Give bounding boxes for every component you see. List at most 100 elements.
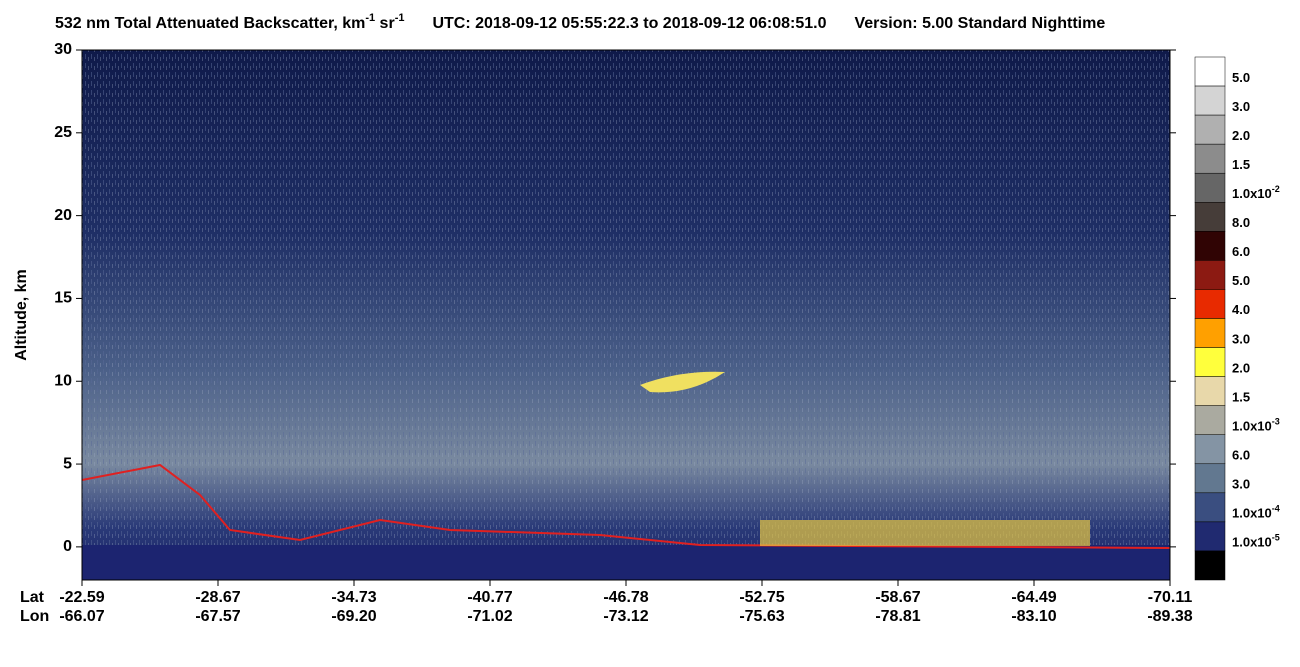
lon-label: -83.10 <box>1011 608 1056 625</box>
colorbar-label: 2.0 <box>1232 128 1250 143</box>
colorbar-label-text: 6.0 <box>1232 245 1250 260</box>
y-tick-label: 25 <box>54 124 72 141</box>
lon-label: -89.38 <box>1147 608 1192 625</box>
colorbar-segment <box>1194 143 1226 174</box>
surface-line <box>81 463 1171 549</box>
colorbar-label-text: 8.0 <box>1232 216 1250 231</box>
title: 532 nm Total Attenuated Backscatter, km-… <box>55 12 1105 32</box>
y-tick-label: 5 <box>63 455 72 472</box>
title-part: 532 nm Total Attenuated Backscatter, km <box>55 15 365 32</box>
colorbar-segment <box>1194 492 1226 523</box>
lon-label: -66.07 <box>59 608 104 625</box>
colorbar-label-exponent: -3 <box>1272 417 1280 427</box>
colorbar-label: 1.0x10-3 <box>1232 417 1280 434</box>
colorbar-label-text: 1.5 <box>1232 390 1250 405</box>
lon-label: -71.02 <box>467 608 512 625</box>
colorbar-label-exponent: -5 <box>1272 533 1280 543</box>
colorbar-label: 1.0x10-2 <box>1232 184 1280 201</box>
colorbar-label-text: 3.0 <box>1232 332 1250 347</box>
colorbar-label: 1.5 <box>1232 390 1250 405</box>
lat-label: -46.78 <box>603 589 648 606</box>
colorbar-label-text: 1.0x10 <box>1232 506 1272 521</box>
colorbar-segment <box>1194 202 1226 232</box>
colorbar-label-text: 2.0 <box>1232 128 1250 143</box>
lat-label: -64.49 <box>1011 589 1056 606</box>
colorbar-label: 3.0 <box>1232 99 1250 114</box>
colorbar-label-text: 1.0x10 <box>1232 535 1272 550</box>
lat-label: -34.73 <box>331 589 376 606</box>
noise-texture <box>82 50 1170 580</box>
colorbar-label: 5.0 <box>1232 274 1250 289</box>
plot-area <box>81 49 1171 581</box>
colorbar-segment <box>1194 347 1226 377</box>
colorbar-label-text: 1.5 <box>1232 157 1250 172</box>
colorbar-segment <box>1194 376 1226 406</box>
lat-label: -52.75 <box>739 589 784 606</box>
low-cloud <box>760 520 1090 546</box>
subsurface <box>82 545 1170 580</box>
title-superscript: -1 <box>365 12 375 24</box>
colorbar-label-text: 5.0 <box>1232 274 1250 289</box>
lon-label: -73.12 <box>603 608 648 625</box>
colorbar-label: 3.0 <box>1232 477 1250 492</box>
y-tick-label: 30 <box>54 41 72 58</box>
colorbar-label-text: 1.0x10 <box>1232 186 1272 201</box>
y-axis-label: Altitude, km <box>13 269 30 361</box>
row-label: Lat <box>20 589 45 606</box>
colorbar-segment <box>1194 231 1226 261</box>
lat-label: -40.77 <box>467 589 512 606</box>
colorbar-label: 6.0 <box>1232 245 1250 260</box>
lon-label: -69.20 <box>331 608 376 625</box>
lat-label: -70.11 <box>1148 589 1193 606</box>
lat-label: -28.67 <box>195 589 240 606</box>
colorbar-label: 3.0 <box>1232 332 1250 347</box>
colorbar-label: 2.0 <box>1232 361 1250 376</box>
axes: 0 5 10 15 20 25 30 Altitude, km Lat Lon -22.59 -66.… <box>13 41 1193 625</box>
lat-label: -58.67 <box>875 589 920 606</box>
colorbar-segment <box>1194 521 1226 552</box>
colorbar-label-text: 6.0 <box>1232 448 1250 463</box>
colorbar-label-text: 2.0 <box>1232 361 1250 376</box>
title-part: Version: 5.00 Standard Nighttime <box>854 15 1105 32</box>
colorbar-segment <box>1194 114 1226 145</box>
title-part: sr <box>375 15 395 32</box>
colorbar-label-text: 5.0 <box>1232 70 1250 85</box>
y-tick-label: 15 <box>54 290 72 307</box>
title-part: UTC: 2018-09-12 05:55:22.3 to 2018-09-12… <box>432 15 826 32</box>
lon-label: -67.57 <box>195 608 240 625</box>
colorbar-segment <box>1194 405 1226 435</box>
colorbar: 5.03.02.01.51.0x10-28.06.05.04.03.02.01.… <box>1194 56 1280 581</box>
y-tick-label: 0 <box>63 538 72 555</box>
colorbar-label-exponent: -2 <box>1272 184 1280 194</box>
y-tick-label: 20 <box>54 207 72 224</box>
chart-title: 532 nm Total Attenuated Backscatter, km-… <box>55 12 1105 32</box>
colorbar-segment <box>1194 318 1226 348</box>
title-superscript: -1 <box>395 12 405 24</box>
colorbar-label-text: 1.0x10 <box>1232 419 1272 434</box>
lon-label: -78.81 <box>875 608 920 625</box>
y-tick-label: 10 <box>54 372 72 389</box>
lon-label: -75.63 <box>739 608 784 625</box>
colorbar-label-exponent: -4 <box>1272 504 1280 514</box>
colorbar-segment <box>1194 56 1226 87</box>
lat-label: -22.59 <box>59 589 104 606</box>
colorbar-label: 1.5 <box>1232 157 1250 172</box>
colorbar-segment <box>1194 172 1226 203</box>
colorbar-segment <box>1194 289 1226 319</box>
colorbar-segment <box>1194 434 1226 465</box>
colorbar-label: 6.0 <box>1232 448 1250 463</box>
colorbar-label: 4.0 <box>1232 303 1250 318</box>
colorbar-segment <box>1194 550 1226 581</box>
row-label: Lon <box>20 608 49 625</box>
colorbar-label: 8.0 <box>1232 216 1250 231</box>
colorbar-label-text: 3.0 <box>1232 477 1250 492</box>
colorbar-segment <box>1194 260 1226 290</box>
colorbar-label: 1.0x10-5 <box>1232 533 1280 550</box>
colorbar-segment <box>1194 463 1226 494</box>
colorbar-label-text: 3.0 <box>1232 99 1250 114</box>
colorbar-label: 5.0 <box>1232 70 1250 85</box>
colorbar-label-text: 4.0 <box>1232 303 1250 318</box>
colorbar-label: 1.0x10-4 <box>1232 504 1280 521</box>
cloud <box>640 371 725 393</box>
